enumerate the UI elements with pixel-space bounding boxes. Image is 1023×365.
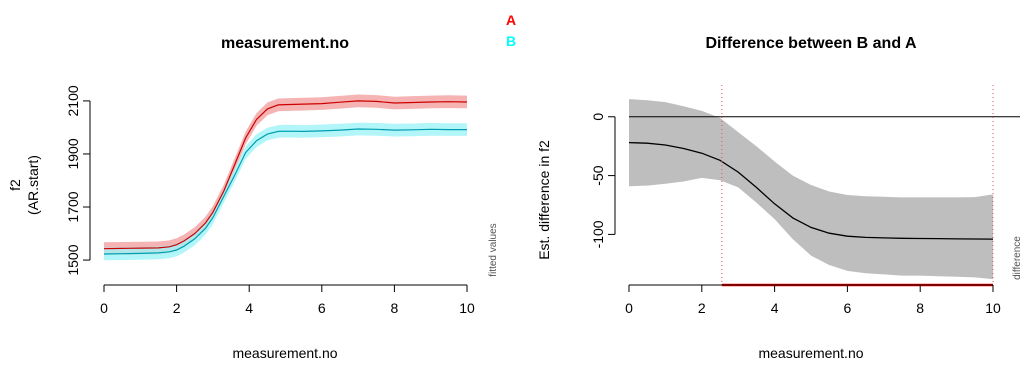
left-fitted-lines [103, 100, 468, 255]
right-x-tick-label: 10 [985, 300, 1001, 316]
left-y-tick-label: 1500 [65, 244, 81, 275]
line-series-a [103, 100, 468, 250]
left-axes: 0 2 4 6 8 10 1500 1700 1900 2100 [65, 85, 475, 316]
right-side-note: difference [1012, 236, 1023, 280]
right-y-tick-label: 0 [590, 113, 606, 121]
right-x-tick-label: 2 [698, 300, 706, 316]
right-difference-line [628, 141, 994, 240]
band-series-b [104, 122, 467, 261]
fitted-values-panel: measurement.no 0 2 4 6 8 10 1500 1700 1900 2100 m… [7, 35, 499, 361]
left-y-tick-label: 1900 [65, 138, 81, 169]
band-series-a [104, 94, 467, 255]
left-y-axis-label-line2: (AR.start) [25, 155, 41, 215]
right-x-tick-label: 8 [916, 300, 924, 316]
left-y-tick-label: 2100 [65, 85, 81, 116]
left-x-tick-label: 10 [459, 300, 475, 316]
legend-label-a: A [506, 12, 516, 28]
right-confidence-band [629, 99, 993, 280]
left-x-tick-label: 8 [391, 300, 399, 316]
left-y-axis-label-line1: f2 [7, 179, 23, 191]
left-side-note: fitted values [488, 223, 499, 276]
left-confidence-bands [104, 94, 467, 261]
left-x-tick-label: 0 [100, 300, 108, 316]
right-y-tick-label: -50 [590, 165, 606, 185]
left-x-tick-label: 2 [173, 300, 181, 316]
right-y-tick-label: -100 [590, 220, 606, 248]
left-x-tick-label: 4 [245, 300, 253, 316]
difference-confidence-band [629, 99, 993, 280]
right-axes: 0 2 4 6 8 10 0 -50 -100 [590, 113, 1001, 316]
right-x-tick-label: 6 [844, 300, 852, 316]
right-chart-title: Difference between B and A [705, 35, 916, 52]
right-x-tick-label: 4 [771, 300, 779, 316]
left-y-tick-label: 1700 [65, 191, 81, 222]
difference-panel: Difference between B and A 0 2 4 6 8 10 0 -50 -1… [536, 35, 1023, 361]
left-chart-title: measurement.no [221, 35, 349, 52]
right-x-axis-label: measurement.no [758, 345, 863, 361]
left-x-axis-label: measurement.no [232, 345, 337, 361]
right-x-tick-label: 0 [625, 300, 633, 316]
right-y-axis-label: Est. difference in f2 [536, 140, 552, 260]
difference-line [628, 141, 994, 240]
left-x-tick-label: 6 [318, 300, 326, 316]
legend-label-b: B [506, 33, 516, 49]
line-series-b [103, 128, 467, 255]
